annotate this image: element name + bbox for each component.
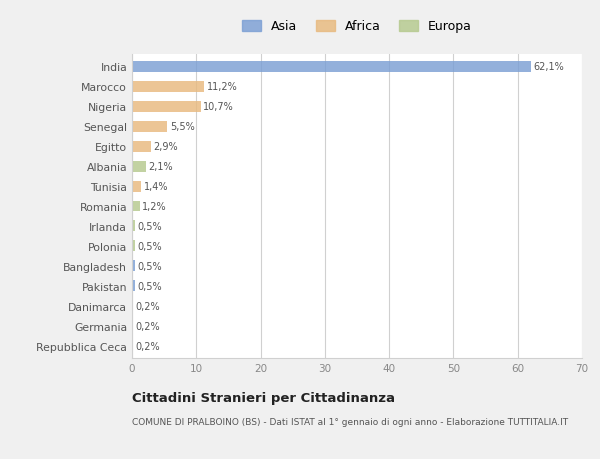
Text: 1,4%: 1,4% <box>143 182 168 191</box>
Bar <box>132 261 135 272</box>
Bar <box>132 341 133 352</box>
Text: 0,2%: 0,2% <box>136 301 160 311</box>
Bar <box>132 201 140 212</box>
Text: 2,9%: 2,9% <box>153 142 178 152</box>
Bar <box>132 121 167 132</box>
Text: 62,1%: 62,1% <box>534 62 565 72</box>
Text: 1,2%: 1,2% <box>142 202 167 212</box>
Bar <box>132 321 133 331</box>
Bar <box>132 301 133 312</box>
Bar <box>132 82 204 92</box>
Bar <box>132 161 146 172</box>
Text: 0,5%: 0,5% <box>138 241 163 252</box>
Text: 0,2%: 0,2% <box>136 341 160 351</box>
Text: Cittadini Stranieri per Cittadinanza: Cittadini Stranieri per Cittadinanza <box>132 392 395 405</box>
Bar <box>132 241 135 252</box>
Bar <box>132 141 151 152</box>
Text: COMUNE DI PRALBOINO (BS) - Dati ISTAT al 1° gennaio di ogni anno - Elaborazione : COMUNE DI PRALBOINO (BS) - Dati ISTAT al… <box>132 418 568 426</box>
Text: 0,5%: 0,5% <box>138 222 163 231</box>
Text: 0,5%: 0,5% <box>138 261 163 271</box>
Text: 2,1%: 2,1% <box>148 162 173 172</box>
Text: 10,7%: 10,7% <box>203 102 234 112</box>
Bar <box>132 221 135 232</box>
Text: 0,2%: 0,2% <box>136 321 160 331</box>
Text: 11,2%: 11,2% <box>206 82 238 92</box>
Bar <box>132 281 135 292</box>
Bar <box>132 62 531 73</box>
Text: 5,5%: 5,5% <box>170 122 194 132</box>
Bar <box>132 181 141 192</box>
Bar <box>132 101 201 112</box>
Legend: Asia, Africa, Europa: Asia, Africa, Europa <box>242 20 472 34</box>
Text: 0,5%: 0,5% <box>138 281 163 291</box>
